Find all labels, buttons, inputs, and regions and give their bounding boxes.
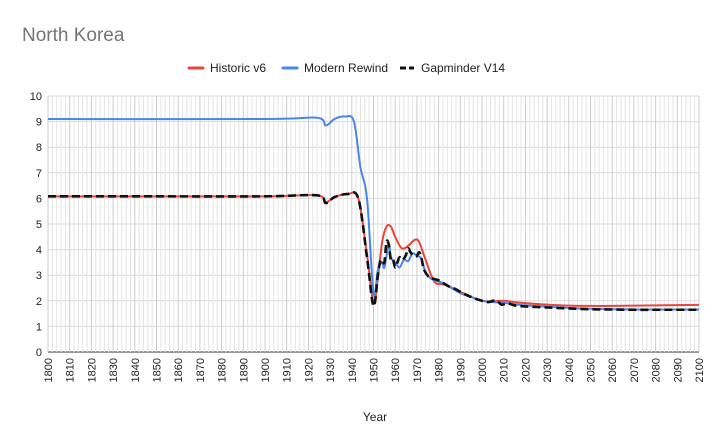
x-tick-label: 2020 [520, 358, 532, 382]
x-tick-label: 1940 [347, 358, 359, 382]
x-tick-label: 2090 [672, 358, 684, 382]
y-axis-ticks: 0 1 2 3 4 5 6 7 8 9 10 [30, 91, 42, 359]
y-tick-label: 5 [36, 219, 42, 231]
x-tick-label: 2070 [629, 358, 641, 382]
grid [47, 95, 700, 353]
x-tick-label: 1850 [152, 358, 164, 382]
x-tick-label: 1970 [412, 358, 424, 382]
y-tick-label: 2 [36, 296, 42, 308]
y-tick-label: 3 [36, 270, 42, 282]
x-tick-label: 1930 [325, 358, 337, 382]
legend: Historic v6 Modern Rewind Gapminder V14 [187, 61, 505, 75]
y-tick-label: 6 [36, 193, 42, 205]
x-tick-label: 1890 [238, 358, 250, 382]
x-tick-label: 1990 [455, 358, 467, 382]
series-line-gapminder-v14 [48, 191, 699, 312]
y-tick-label: 0 [36, 347, 42, 359]
legend-label-gapminder: Gapminder V14 [421, 61, 505, 75]
x-tick-label: 2050 [586, 358, 598, 382]
x-tick-label: 2080 [651, 358, 663, 382]
x-tick-label: 1920 [303, 358, 315, 382]
x-tick-label: 1840 [130, 358, 142, 382]
chart-title: North Korea [22, 25, 125, 46]
x-tick-label: 1820 [86, 358, 98, 382]
x-tick-label: 2060 [607, 358, 619, 382]
y-tick-label: 7 [36, 168, 42, 180]
x-tick-label: 2000 [477, 358, 489, 382]
x-tick-label: 1830 [108, 358, 120, 382]
x-tick-label: 1980 [434, 358, 446, 382]
legend-label-modern: Modern Rewind [304, 61, 388, 75]
x-tick-label: 1960 [390, 358, 402, 382]
x-tick-label: 1900 [260, 358, 272, 382]
x-tick-label: 1860 [173, 358, 185, 382]
y-tick-label: 1 [36, 321, 42, 333]
x-tick-label: 2010 [499, 358, 511, 382]
x-tick-label: 2040 [564, 358, 576, 382]
x-tick-label: 1800 [43, 358, 55, 382]
series-lines [47, 115, 700, 312]
y-tick-label: 8 [36, 142, 42, 154]
x-axis-label: Year [363, 410, 387, 424]
x-tick-label: 1880 [217, 358, 229, 382]
y-tick-label: 10 [30, 91, 42, 103]
x-axis-ticks: 1800 1810 1820 1830 1840 1850 1860 1870 1880 1890… [43, 358, 706, 382]
x-tick-label: 2030 [542, 358, 554, 382]
x-tick-label: 1910 [282, 358, 294, 382]
y-tick-label: 9 [36, 117, 42, 129]
y-tick-label: 4 [36, 245, 42, 257]
legend-label-historic: Historic v6 [210, 61, 266, 75]
x-tick-label: 1810 [65, 358, 77, 382]
x-tick-label: 1950 [369, 358, 381, 382]
x-tick-label: 2100 [694, 358, 706, 382]
x-tick-label: 1870 [195, 358, 207, 382]
